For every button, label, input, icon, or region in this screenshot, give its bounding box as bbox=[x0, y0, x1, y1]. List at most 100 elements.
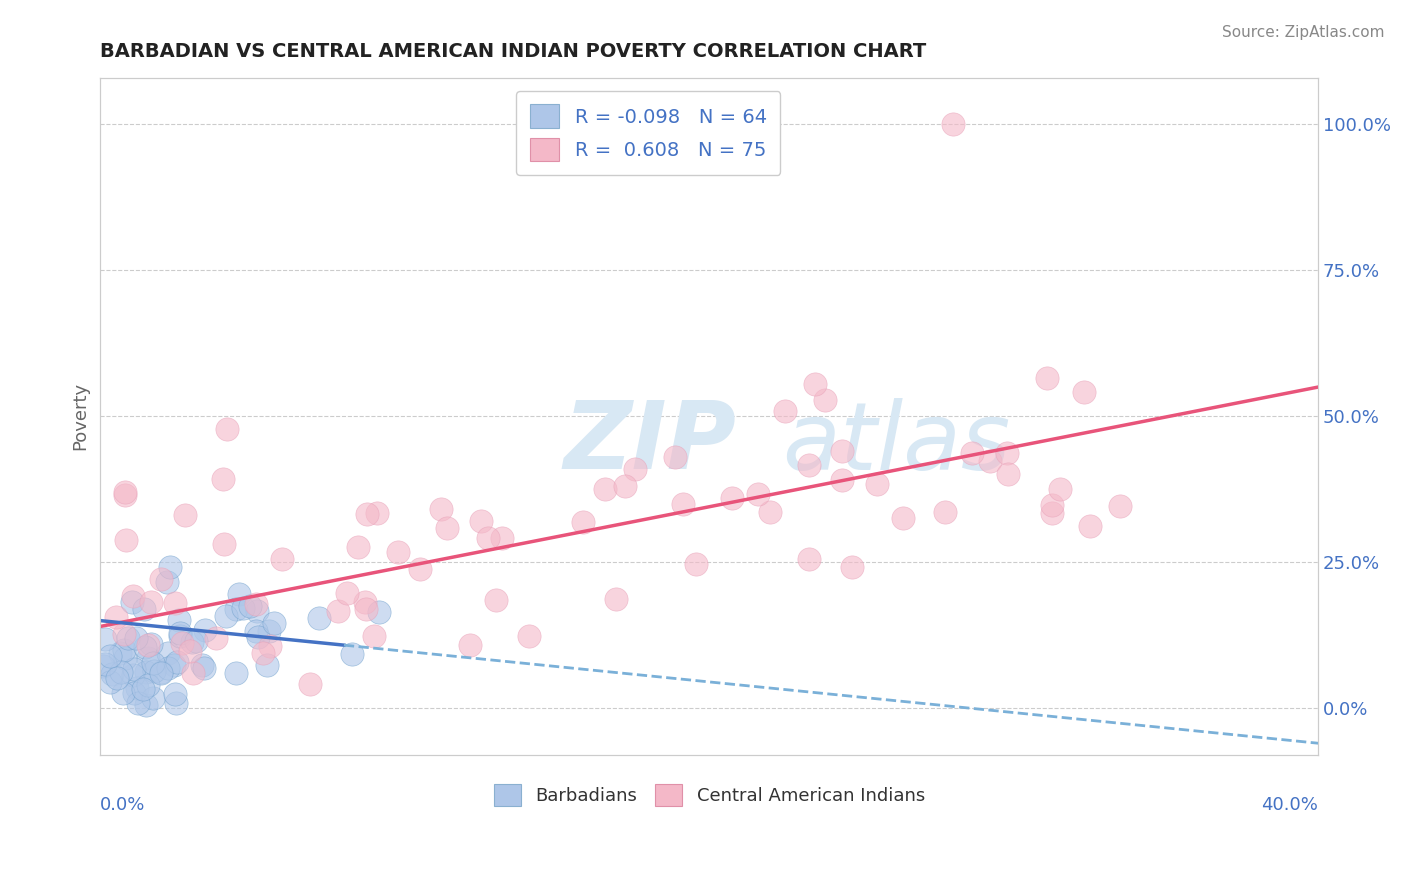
Point bbox=[797, 458, 820, 472]
Point bbox=[747, 487, 769, 501]
Point bbox=[613, 479, 636, 493]
Point bbox=[271, 551, 294, 566]
Point bbox=[228, 587, 250, 601]
Text: Source: ZipAtlas.com: Source: ZipAtlas.com bbox=[1222, 25, 1385, 40]
Point bbox=[179, 644, 201, 658]
Point bbox=[470, 514, 492, 528]
Point bbox=[363, 629, 385, 643]
Point bbox=[252, 646, 274, 660]
Point bbox=[942, 117, 965, 131]
Point bbox=[866, 477, 889, 491]
Point bbox=[368, 605, 391, 619]
Point bbox=[94, 632, 117, 646]
Point bbox=[127, 696, 149, 710]
Legend: Barbadians, Central American Indians: Barbadians, Central American Indians bbox=[486, 777, 932, 814]
Point bbox=[121, 595, 143, 609]
Point bbox=[1109, 500, 1132, 514]
Point bbox=[308, 611, 330, 625]
Point bbox=[225, 665, 247, 680]
Point bbox=[169, 629, 191, 643]
Point bbox=[664, 450, 686, 465]
Point bbox=[605, 592, 627, 607]
Point bbox=[259, 640, 281, 654]
Point bbox=[672, 497, 695, 511]
Point bbox=[326, 604, 349, 618]
Point bbox=[759, 505, 782, 519]
Text: 40.0%: 40.0% bbox=[1261, 796, 1319, 814]
Point bbox=[136, 678, 159, 692]
Point bbox=[245, 624, 267, 638]
Point bbox=[156, 575, 179, 590]
Text: ZIP: ZIP bbox=[564, 397, 735, 490]
Point bbox=[995, 446, 1018, 460]
Point bbox=[112, 685, 135, 699]
Point bbox=[232, 600, 254, 615]
Point bbox=[354, 602, 377, 616]
Point bbox=[593, 482, 616, 496]
Point bbox=[135, 698, 157, 712]
Point bbox=[245, 597, 267, 611]
Point bbox=[157, 646, 180, 660]
Point bbox=[257, 624, 280, 638]
Point bbox=[184, 634, 207, 648]
Point bbox=[132, 602, 155, 616]
Point bbox=[517, 629, 540, 643]
Point bbox=[181, 635, 204, 649]
Text: atlas: atlas bbox=[782, 398, 1011, 489]
Point bbox=[263, 616, 285, 631]
Point bbox=[100, 667, 122, 681]
Point bbox=[132, 681, 155, 696]
Point bbox=[156, 661, 179, 675]
Text: BARBADIAN VS CENTRAL AMERICAN INDIAN POVERTY CORRELATION CHART: BARBADIAN VS CENTRAL AMERICAN INDIAN POV… bbox=[100, 42, 927, 61]
Point bbox=[167, 613, 190, 627]
Point bbox=[166, 655, 188, 669]
Point bbox=[477, 531, 499, 545]
Point bbox=[960, 446, 983, 460]
Point bbox=[336, 586, 359, 600]
Point bbox=[1040, 506, 1063, 520]
Point bbox=[110, 665, 132, 679]
Point bbox=[150, 665, 173, 679]
Point bbox=[256, 657, 278, 672]
Point bbox=[150, 572, 173, 586]
Point bbox=[366, 506, 388, 520]
Point bbox=[114, 650, 136, 665]
Point bbox=[91, 659, 114, 673]
Point bbox=[135, 665, 157, 680]
Point bbox=[773, 403, 796, 417]
Point bbox=[1036, 371, 1059, 385]
Point bbox=[215, 422, 238, 436]
Point bbox=[979, 453, 1001, 467]
Point bbox=[205, 631, 228, 645]
Point bbox=[114, 627, 136, 641]
Point bbox=[814, 392, 837, 407]
Point bbox=[136, 651, 159, 665]
Point bbox=[98, 675, 121, 690]
Point bbox=[934, 505, 956, 519]
Point bbox=[191, 657, 214, 672]
Point bbox=[94, 657, 117, 672]
Point bbox=[211, 472, 233, 486]
Point bbox=[169, 625, 191, 640]
Point bbox=[891, 510, 914, 524]
Point bbox=[799, 552, 821, 566]
Point bbox=[122, 662, 145, 676]
Point bbox=[165, 687, 187, 701]
Point bbox=[173, 508, 195, 522]
Point bbox=[430, 502, 453, 516]
Point bbox=[114, 488, 136, 502]
Point bbox=[143, 665, 166, 679]
Point bbox=[112, 643, 135, 657]
Point bbox=[356, 507, 378, 521]
Point bbox=[165, 596, 187, 610]
Y-axis label: Poverty: Poverty bbox=[72, 382, 89, 450]
Point bbox=[124, 686, 146, 700]
Point bbox=[436, 521, 458, 535]
Point bbox=[105, 671, 128, 685]
Point bbox=[115, 533, 138, 548]
Point bbox=[149, 666, 172, 681]
Point bbox=[831, 444, 853, 458]
Point bbox=[1073, 385, 1095, 400]
Point bbox=[142, 691, 165, 706]
Point bbox=[685, 557, 707, 571]
